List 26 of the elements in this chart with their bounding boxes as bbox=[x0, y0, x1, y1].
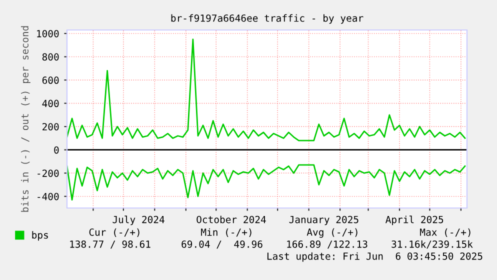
text: Min (-/+) bbox=[201, 228, 252, 237]
y-tick-label: 1000 bbox=[37, 30, 59, 38]
text: Cur (-/+) bbox=[89, 228, 140, 237]
x-tick-label: April 2025 bbox=[386, 216, 444, 226]
text: 31.16k/239.15k bbox=[392, 240, 473, 249]
text: 166.89 /122.13 bbox=[287, 240, 368, 249]
text: Last update: Fri Jun 6 03:45:50 2025 bbox=[267, 252, 482, 262]
x-tick-label: July 2024 bbox=[112, 216, 164, 226]
y-axis-title: bits in (-) / out (+) per second bbox=[20, 26, 30, 212]
text: 138.77 / 98.61 bbox=[70, 240, 150, 249]
text: Avg (-/+) bbox=[306, 228, 358, 238]
chart-title: br-f9197a6646ee traffic - by year bbox=[171, 14, 364, 24]
y-tick-label: 0 bbox=[54, 146, 59, 154]
y-tick-label: -200 bbox=[38, 170, 59, 177]
text: Max (-/+) bbox=[420, 228, 470, 237]
text: 69.04 / 49.96 bbox=[182, 240, 262, 249]
y-tick-label: 200 bbox=[42, 123, 59, 130]
y-tick-label: 400 bbox=[42, 100, 59, 108]
y-tick-label: 800 bbox=[42, 53, 59, 61]
y-tick-label: 600 bbox=[42, 76, 59, 84]
line-series bbox=[67, 38, 466, 142]
legend-label: bps bbox=[32, 231, 48, 241]
line-series bbox=[67, 164, 466, 201]
y-tick-label: -400 bbox=[38, 192, 59, 200]
x-tick-label: October 2024 bbox=[196, 216, 266, 224]
x-tick-label: January 2025 bbox=[289, 216, 358, 226]
